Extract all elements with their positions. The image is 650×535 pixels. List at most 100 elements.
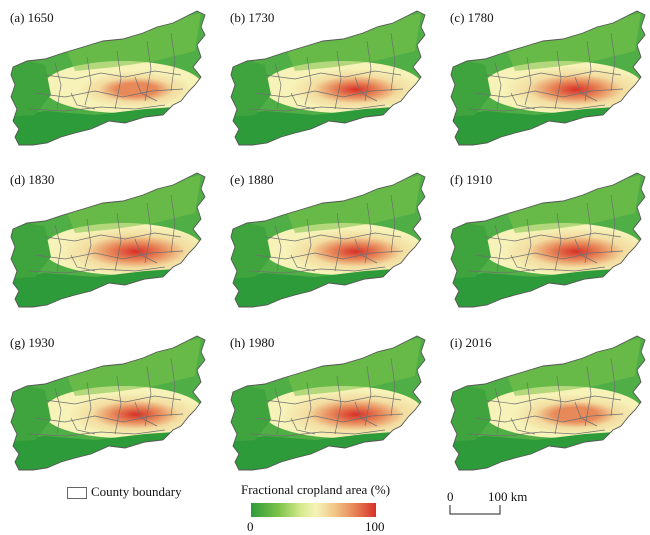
cropland-area <box>263 61 423 113</box>
county-boundary-line <box>28 266 166 274</box>
panel-label: (i) 2016 <box>450 335 492 350</box>
county-boundary-line <box>524 56 532 106</box>
county-boundary-line <box>290 417 316 435</box>
western-forest <box>451 55 491 117</box>
region-map <box>10 172 206 308</box>
southern-mountains <box>11 430 205 470</box>
county-boundary-line <box>474 413 624 423</box>
county-boundary-line <box>610 194 616 254</box>
panel-label: (d) 1830 <box>10 172 55 187</box>
southern-mountains <box>11 267 205 307</box>
county-boundary-line <box>574 401 598 427</box>
western-forest <box>451 217 491 279</box>
county-boundary-line <box>134 238 158 264</box>
county-boundary-line <box>304 56 312 106</box>
panel-label: (b) 1730 <box>230 10 275 25</box>
county-boundary-line <box>274 224 282 272</box>
scalebar <box>449 505 501 515</box>
southern-mountains <box>231 267 425 307</box>
map-panel: (a) 1650 <box>5 5 215 165</box>
region-map <box>230 335 426 471</box>
county-boundary-line <box>584 365 592 427</box>
cropland-area <box>43 386 203 438</box>
county-boundary-line <box>134 76 158 102</box>
county-boundary-line <box>170 357 176 417</box>
map-panel: (f) 1910 <box>445 167 650 327</box>
county-boundary-line <box>574 238 598 264</box>
western-forest <box>231 217 271 279</box>
county-boundary-line <box>28 429 166 437</box>
county-boundary-line <box>554 50 562 110</box>
county-boundary-line <box>34 250 184 260</box>
region-outline <box>10 10 206 146</box>
county-boundary-line <box>390 32 396 92</box>
county-boundary-line <box>274 62 282 110</box>
western-forest <box>11 217 51 279</box>
western-forest <box>451 380 491 442</box>
county-boundary-line <box>474 250 624 260</box>
county-boundary-line <box>44 70 182 80</box>
western-forest <box>11 55 51 117</box>
county-boundary-line <box>254 88 404 98</box>
map-panel: (c) 1780 <box>445 5 650 165</box>
county-boundary-line <box>574 76 598 102</box>
northern-hills <box>505 175 641 233</box>
county-boundary-line <box>510 417 536 435</box>
county-boundary-line <box>84 381 92 431</box>
county-boundary-line <box>484 395 622 405</box>
county-boundary-line <box>70 254 96 272</box>
county-boundary-line <box>584 40 592 102</box>
county-boundary-line <box>170 194 176 254</box>
northern-hills <box>285 175 421 233</box>
panel-label: (g) 1930 <box>10 335 55 350</box>
color-ramp-max-label: 100 <box>365 519 385 534</box>
map-panel: (d) 1830 <box>5 167 215 327</box>
county-boundary-line <box>290 254 316 272</box>
county-boundary-line <box>114 375 122 435</box>
cropland-area <box>483 223 643 275</box>
county-boundary-line <box>274 387 282 435</box>
region-map <box>10 10 206 146</box>
western-forest <box>231 380 271 442</box>
county-boundary-line <box>264 395 402 405</box>
county-boundary-line <box>484 70 622 80</box>
county-boundary-line <box>364 202 372 264</box>
county-boundary-line <box>54 62 62 110</box>
county-boundary-line <box>144 202 152 264</box>
county-boundary-line <box>28 104 166 112</box>
county-boundary-line <box>334 375 342 435</box>
northern-hills <box>505 338 641 396</box>
county-boundary-line <box>264 70 402 80</box>
southern-mountains <box>11 105 205 145</box>
county-boundary-line <box>468 104 606 112</box>
cropland-area <box>43 61 203 113</box>
county-boundary-line <box>134 401 158 427</box>
county-boundary-line <box>54 224 62 272</box>
scalebar-max-label: 100 km <box>488 489 528 504</box>
scalebar-zero-label: 0 <box>447 489 454 504</box>
region-map <box>10 335 206 471</box>
panel-label: (h) 1980 <box>230 335 275 350</box>
cropland-area <box>43 223 203 275</box>
county-boundary-line <box>144 40 152 102</box>
region-map <box>450 335 646 471</box>
color-ramp <box>251 503 376 517</box>
map-panel: (h) 1980 <box>225 330 435 490</box>
region-map <box>450 10 646 146</box>
region-outline <box>10 172 206 308</box>
northern-hills <box>65 338 201 396</box>
county-boundary-line <box>304 381 312 431</box>
panel-label: (f) 1910 <box>450 172 493 187</box>
southern-mountains <box>231 430 425 470</box>
cropland-area <box>263 386 423 438</box>
county-boundary-line <box>468 266 606 274</box>
county-boundary-label: County boundary <box>91 484 182 499</box>
map-panel: (b) 1730 <box>225 5 435 165</box>
county-boundary-line <box>304 218 312 268</box>
region-outline <box>230 335 426 471</box>
county-boundary-line <box>114 50 122 110</box>
northern-hills <box>285 13 421 71</box>
county-boundary-line <box>70 92 96 110</box>
county-boundary-line <box>494 224 502 272</box>
county-boundary-line <box>510 92 536 110</box>
